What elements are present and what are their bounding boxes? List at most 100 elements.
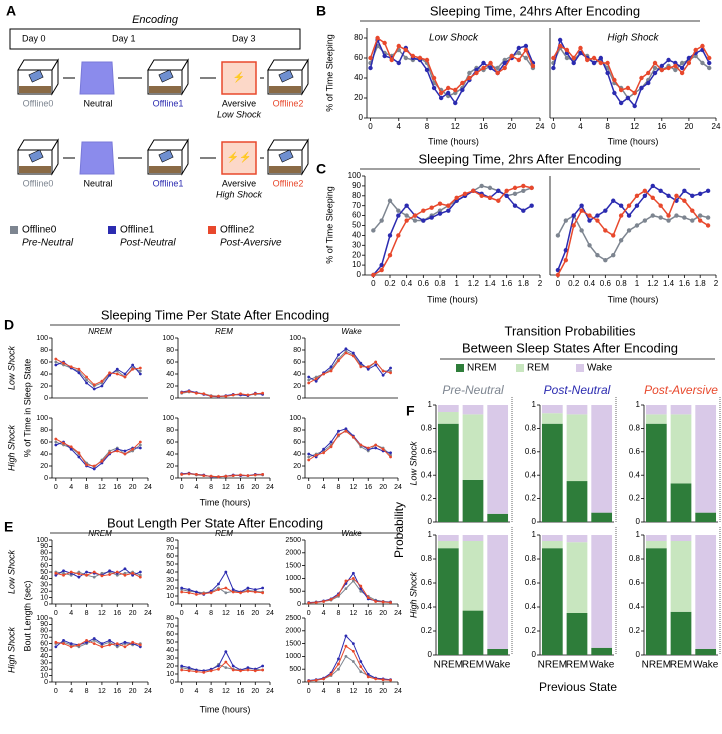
point — [351, 577, 355, 580]
x-tick-label: Wake — [485, 660, 511, 671]
x-tick-label: 8 — [425, 122, 430, 131]
x-tick-label: 0.6 — [418, 279, 430, 288]
y-tick-label: 70 — [166, 623, 174, 630]
y-tick-label: 80 — [352, 191, 361, 200]
point — [322, 372, 325, 376]
point — [666, 193, 671, 198]
point — [579, 228, 584, 233]
aversive-box — [221, 61, 257, 95]
x-tick-label: 4 — [194, 484, 198, 491]
point — [261, 586, 265, 590]
point — [523, 47, 529, 53]
y-tick-label: 20 — [40, 588, 48, 595]
point — [54, 640, 58, 644]
point — [307, 452, 311, 456]
panel-label: D — [4, 317, 14, 333]
point — [108, 639, 111, 642]
x-tick-label: Wake — [589, 660, 615, 671]
y-tick-label: 20 — [293, 383, 301, 390]
point — [85, 381, 88, 385]
point — [521, 183, 526, 189]
point — [366, 446, 370, 450]
y-tick-label: 70 — [166, 545, 174, 552]
point — [634, 203, 640, 208]
point — [261, 668, 265, 672]
x-tick-label: 0.8 — [434, 279, 446, 288]
point — [239, 392, 242, 396]
point — [682, 198, 687, 203]
series-line — [308, 572, 391, 603]
x-tick-label: 12 — [222, 484, 230, 491]
point — [202, 392, 206, 396]
series-line — [557, 214, 709, 262]
point — [707, 65, 712, 71]
point — [322, 447, 325, 451]
x-tick-label: 24 — [266, 688, 274, 695]
point — [697, 191, 703, 197]
point — [92, 383, 96, 387]
y-tick-label: 80 — [40, 427, 48, 434]
point — [502, 65, 507, 71]
y-tick-label: 0.6 — [629, 578, 641, 587]
point — [231, 393, 235, 397]
x-tick-label: 8 — [85, 484, 89, 491]
y-tick-label: 1 — [428, 530, 433, 539]
x-tick-label: 0.4 — [401, 279, 413, 288]
point — [344, 351, 348, 355]
point — [344, 347, 348, 351]
point — [516, 45, 522, 51]
point — [417, 55, 423, 61]
point — [115, 372, 119, 376]
point — [337, 667, 340, 671]
point — [138, 366, 142, 370]
y-tick-label: 100 — [289, 415, 301, 422]
point — [446, 203, 451, 208]
y-tick-label: 80 — [293, 427, 301, 434]
point — [54, 440, 58, 444]
step-label: Offline1 — [153, 178, 184, 188]
y-tick-label: 0.2 — [421, 626, 433, 635]
y-tick-label: 0.6 — [629, 447, 641, 456]
point — [187, 472, 191, 476]
point — [453, 87, 458, 93]
panel-label: B — [316, 3, 326, 19]
point — [54, 443, 58, 447]
y-tick-label: 0.6 — [525, 447, 537, 456]
x-tick-label: REM — [462, 660, 484, 671]
day-label: Day 1 — [112, 33, 136, 43]
point — [187, 666, 191, 669]
point — [314, 377, 318, 381]
point — [379, 262, 384, 268]
y-tick-label: 0 — [532, 650, 537, 659]
x-tick-label: 0 — [307, 610, 311, 617]
y-tick-label: 1500 — [285, 562, 301, 569]
point — [502, 60, 507, 66]
point — [551, 65, 556, 71]
point — [231, 664, 235, 668]
point — [705, 223, 711, 228]
point — [460, 80, 465, 86]
x-tick-label: 1.6 — [501, 279, 513, 288]
point — [639, 75, 644, 81]
point — [587, 213, 592, 218]
point — [591, 55, 597, 61]
panel-title: REM — [215, 327, 233, 336]
y-tick-label: 80 — [166, 427, 174, 434]
point — [108, 371, 111, 375]
point — [131, 571, 135, 575]
y-tick-label: 2500 — [285, 615, 301, 622]
row-label: High Shock — [6, 626, 16, 673]
step-label: Offline0 — [23, 178, 54, 188]
x-tick-label: 1.6 — [679, 279, 691, 288]
point — [115, 642, 119, 645]
series-line — [308, 645, 391, 682]
point — [403, 47, 409, 53]
point — [381, 678, 385, 682]
y-tick-label: 0 — [44, 601, 48, 608]
x-tick-label: 4 — [69, 610, 73, 617]
point — [329, 672, 333, 676]
point — [396, 213, 401, 218]
y-tick-label: 0.2 — [525, 494, 537, 503]
point — [209, 394, 213, 398]
y-tick-label: 0.8 — [629, 424, 641, 433]
